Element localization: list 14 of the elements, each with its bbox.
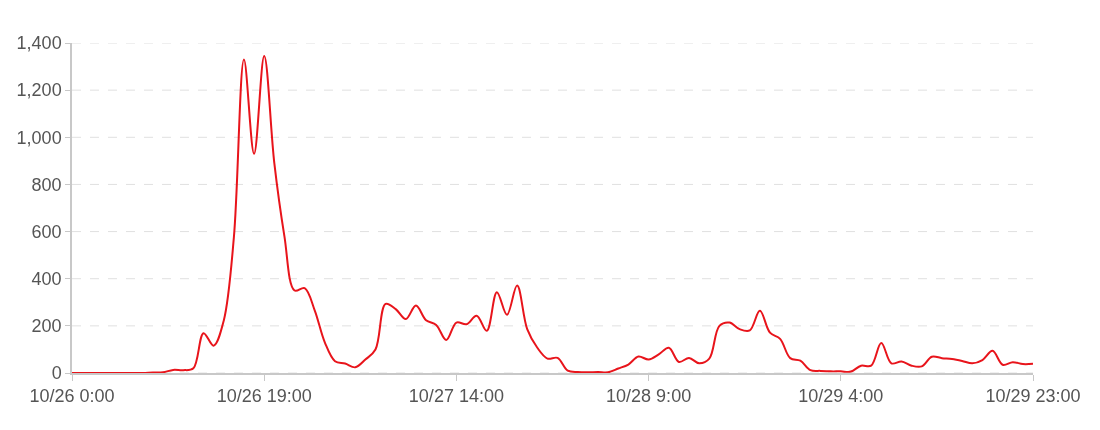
y-tick-label: 1,400 [16, 33, 62, 54]
x-tick-label: 10/26 0:00 [29, 386, 115, 407]
y-tick-label: 200 [31, 316, 62, 337]
x-tick-label: 10/26 19:00 [216, 386, 312, 407]
y-tick-label: 800 [31, 174, 62, 195]
x-tick-label: 10/27 14:00 [408, 386, 504, 407]
y-tick-label: 400 [31, 269, 62, 290]
y-tick-label: 1,200 [16, 80, 62, 101]
y-tick-label: 0 [51, 363, 62, 384]
x-tick-label: 10/29 23:00 [985, 386, 1081, 407]
x-tick-label: 10/28 9:00 [606, 386, 692, 407]
y-tick-label: 1,000 [16, 127, 62, 148]
y-tick-label: 600 [31, 221, 62, 242]
x-tick-label: 10/29 4:00 [798, 386, 884, 407]
